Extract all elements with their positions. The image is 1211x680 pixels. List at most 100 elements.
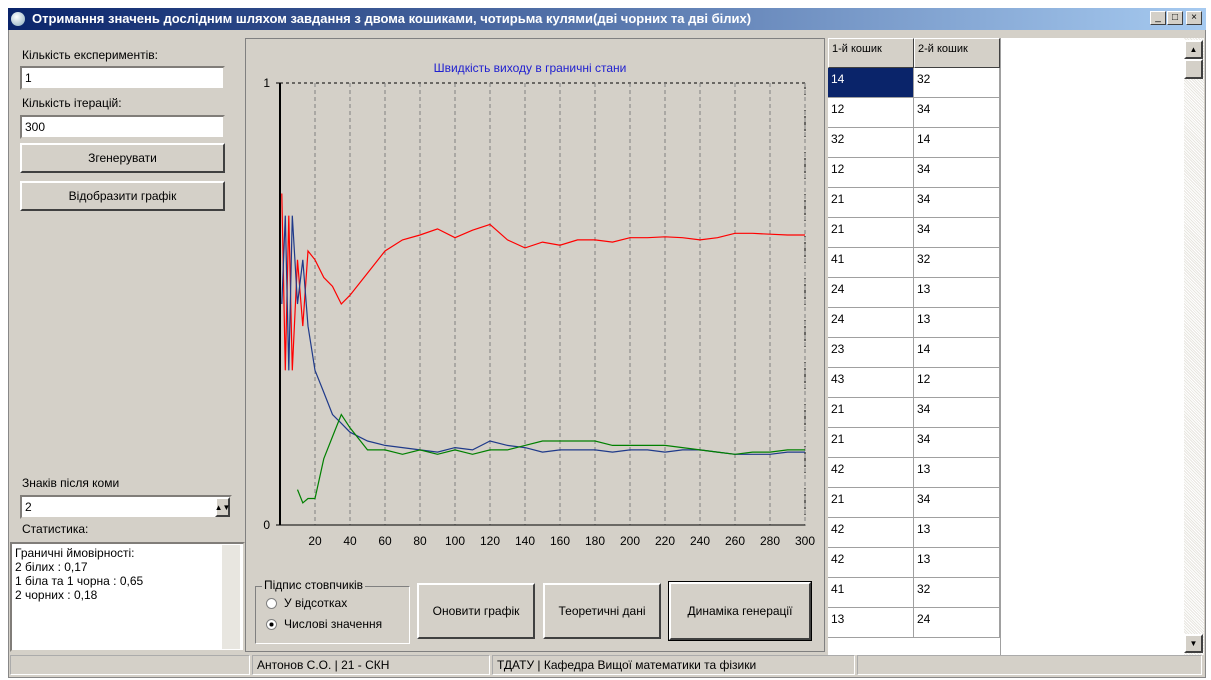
button[interactable]: Динаміка генерації	[668, 581, 812, 641]
scroll-thumb[interactable]	[1184, 59, 1203, 79]
text-area[interactable]: Граничні ймовірності: 2 білих : 0,17 1 біл…	[10, 542, 245, 652]
y-tick-label: 1	[263, 76, 270, 90]
label: Статистика:	[22, 522, 89, 536]
table-cell: 41	[828, 578, 914, 608]
table-cell: 34	[914, 488, 1000, 518]
table-cell: 34	[914, 428, 1000, 458]
series-line	[296, 413, 805, 504]
status-panel	[10, 655, 250, 675]
radio-button[interactable]	[266, 619, 277, 630]
radio-button[interactable]	[266, 598, 277, 609]
text-line: 2 білих : 0,17	[15, 560, 88, 574]
group-box	[255, 586, 410, 644]
table-cell: 21	[828, 188, 914, 218]
grid-empty	[1000, 38, 1184, 655]
scrollbar[interactable]	[1184, 38, 1204, 655]
table-cell: 14	[828, 68, 914, 98]
text-line: Граничні ймовірності:	[15, 546, 135, 560]
status-panel: ТДАТУ | Кафедра Вищої математики та фізи…	[492, 655, 855, 675]
x-tick-label: 180	[585, 534, 605, 548]
maximize-button[interactable]: □	[1167, 11, 1183, 25]
table-cell: 12	[828, 98, 914, 128]
x-tick-label: 80	[413, 534, 427, 548]
table-cell: 21	[828, 398, 914, 428]
table-cell: 14	[914, 338, 1000, 368]
text-input[interactable]: 1	[20, 66, 225, 90]
status-panel	[857, 655, 1202, 675]
table-cell: 41	[828, 248, 914, 278]
column-header: 1-й кошик	[828, 38, 914, 68]
table-cell: 32	[914, 248, 1000, 278]
status-panel: Антонов С.О. | 21 - СКН	[252, 655, 490, 675]
group-label: Підпис стовпчиків	[262, 578, 365, 592]
x-tick-label: 60	[378, 534, 392, 548]
x-tick-label: 280	[760, 534, 780, 548]
chart: Швидкість виходу в граничні стани 20 40 60…	[263, 61, 815, 548]
table-cell: 42	[828, 518, 914, 548]
table-cell: 42	[828, 548, 914, 578]
title-bar: Отримання значень дослідним шляхом завда…	[8, 8, 1206, 30]
button[interactable]: Оновити графік	[417, 583, 535, 639]
table-cell: 24	[828, 308, 914, 338]
table-cell: 32	[828, 128, 914, 158]
label: Кількість ітерацій:	[22, 96, 122, 110]
spin-input[interactable]: 2	[20, 495, 232, 519]
button[interactable]: Згенерувати	[20, 143, 225, 173]
x-tick-label: 200	[620, 534, 640, 548]
table-cell: 21	[828, 488, 914, 518]
button[interactable]: Відобразити графік	[20, 181, 225, 211]
table-cell: 34	[914, 98, 1000, 128]
radio-label: У відсотках	[284, 596, 348, 610]
table-cell: 21	[828, 428, 914, 458]
x-tick-label: 40	[343, 534, 357, 548]
table-cell: 13	[914, 548, 1000, 578]
x-tick-label: 240	[690, 534, 710, 548]
text-line: 2 чорних : 0,18	[15, 588, 98, 602]
minimize-button[interactable]: _	[1150, 11, 1166, 25]
x-tick-label: 120	[480, 534, 500, 548]
x-tick-label: 160	[550, 534, 570, 548]
table-cell: 23	[828, 338, 914, 368]
button[interactable]: Теоретичні дані	[543, 583, 661, 639]
table-cell: 13	[828, 608, 914, 638]
series-line	[281, 215, 805, 455]
x-tick-label: 260	[725, 534, 745, 548]
data-grid: 1-й кошик 2-й кошик 14 32 12 34 32 14 12 34 21 34 21…	[828, 38, 1184, 655]
label: Знаків після коми	[22, 476, 120, 490]
spin-buttons[interactable]: ▲▼	[215, 497, 230, 517]
radio-label: Числові значення	[284, 617, 383, 631]
table-cell: 21	[828, 218, 914, 248]
text-input[interactable]: 300	[20, 115, 225, 139]
table-cell: 12	[828, 158, 914, 188]
table-cell: 34	[914, 218, 1000, 248]
table-cell: 13	[914, 518, 1000, 548]
scroll-up[interactable]: ▲	[1184, 40, 1203, 59]
x-tick-label: 220	[655, 534, 675, 548]
table-cell: 34	[914, 188, 1000, 218]
scrollbar[interactable]	[222, 545, 240, 649]
x-tick-label: 20	[308, 534, 322, 548]
table-cell: 24	[914, 608, 1000, 638]
table-cell: 32	[914, 578, 1000, 608]
table-cell: 34	[914, 158, 1000, 188]
chart-title: Швидкість виходу в граничні стани	[434, 61, 627, 75]
column-header: 2-й кошик	[914, 38, 1000, 68]
table-cell: 12	[914, 368, 1000, 398]
table-cell: 14	[914, 128, 1000, 158]
table-cell: 24	[828, 278, 914, 308]
text-line: 1 біла та 1 чорна : 0,65	[15, 574, 144, 588]
plot-border	[279, 82, 806, 526]
app-icon	[11, 12, 25, 26]
y-tick-label: 0	[263, 518, 270, 532]
x-tick-label: 140	[515, 534, 535, 548]
x-tick-label: 100	[445, 534, 465, 548]
series-line	[281, 193, 805, 371]
close-button[interactable]: ×	[1186, 11, 1202, 25]
scroll-down[interactable]: ▼	[1184, 634, 1203, 653]
chart-panel	[245, 38, 825, 652]
table-cell: 43	[828, 368, 914, 398]
table-cell: 13	[914, 458, 1000, 488]
table-cell: 13	[914, 308, 1000, 338]
table-cell: 34	[914, 398, 1000, 428]
